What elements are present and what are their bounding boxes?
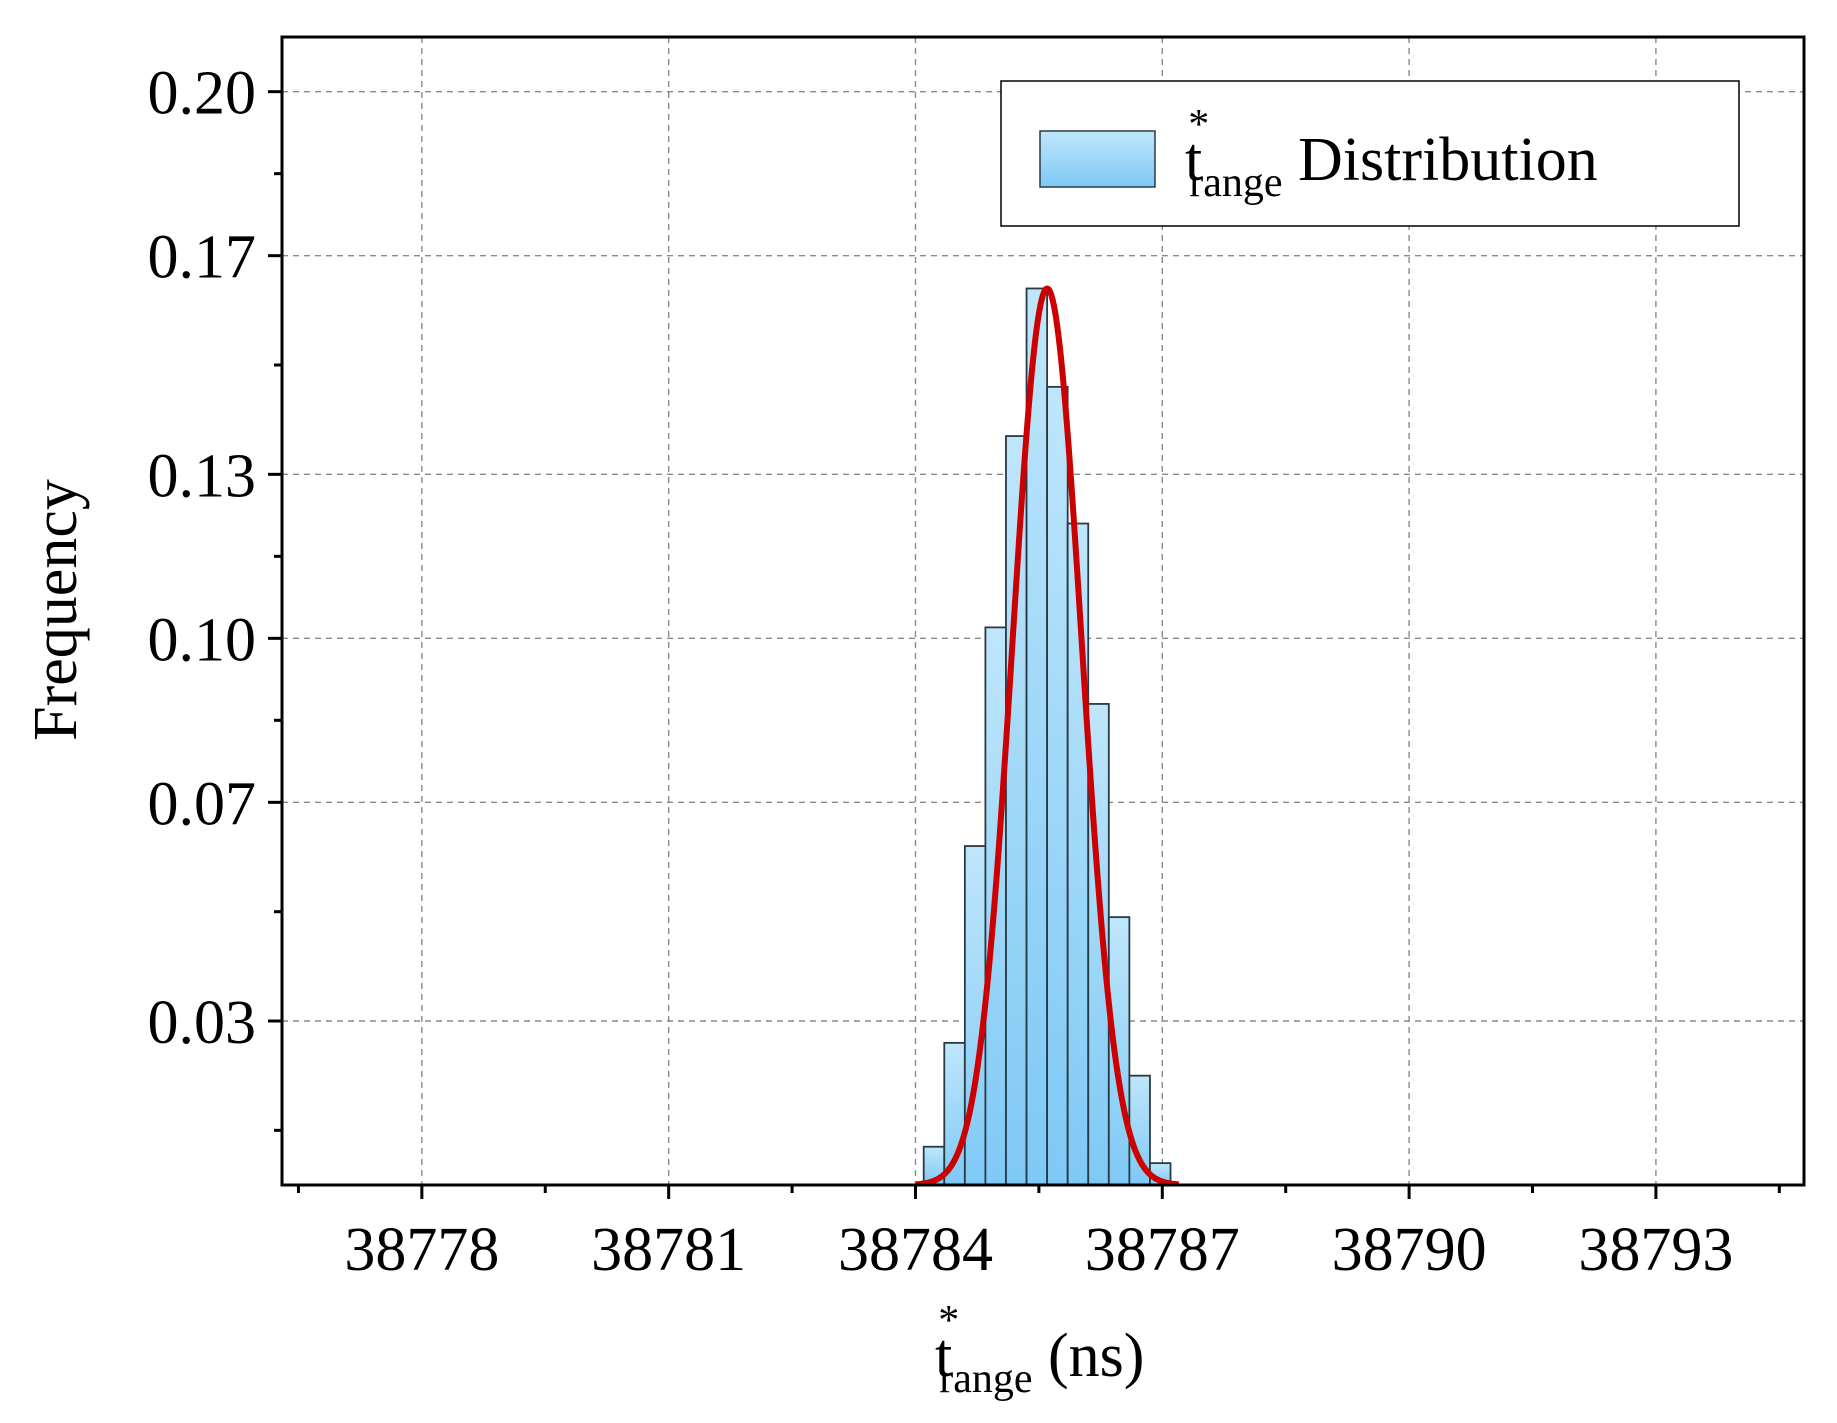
normal-fit-curve [913, 285, 1181, 1185]
legend-label-sub: range [1189, 160, 1282, 206]
y-axis-ticks: 0.03 0.07 0.10 0.13 0.17 0.20 [148, 60, 282, 1132]
legend: t* range Distribution [1000, 80, 1740, 227]
x-axis-title-sub: range [939, 1356, 1032, 1402]
x-tick-label-4: 38790 [1332, 1216, 1487, 1284]
histogram-bar-6 [1046, 385, 1069, 1185]
x-tick-label-1: 38781 [591, 1216, 746, 1284]
x-axis-title-base: t [935, 1322, 952, 1390]
y-axis-title: Frequency [22, 479, 90, 741]
legend-label: t* range Distribution [1185, 102, 1598, 206]
x-tick-label-0: 38778 [344, 1216, 499, 1284]
y-tick-label-1: 0.07 [148, 770, 257, 838]
y-tick-label-4: 0.17 [148, 224, 257, 292]
y-tick-label-2: 0.10 [148, 606, 257, 674]
legend-label-suffix: Distribution [1283, 126, 1598, 194]
x-axis-title-suffix: (ns) [1033, 1322, 1145, 1390]
legend-label-sup: * [1188, 102, 1209, 148]
y-tick-label-3: 0.13 [148, 442, 257, 510]
x-tick-label-5: 38793 [1578, 1216, 1733, 1284]
x-tick-label-2: 38784 [838, 1216, 993, 1284]
legend-label-base: t [1185, 126, 1202, 194]
x-tick-label-3: 38787 [1085, 1216, 1240, 1284]
x-axis-ticks: 38778 38781 38784 38787 38790 38793 [296, 1185, 1781, 1284]
legend-swatch [1039, 130, 1156, 188]
y-tick-label-5: 0.20 [148, 60, 257, 128]
x-axis-title: t* range (ns) [935, 1298, 1144, 1402]
fit-curve-group [913, 285, 1181, 1185]
plot-frame [280, 35, 1806, 1187]
y-tick-label-0: 0.03 [148, 989, 257, 1057]
x-axis-title-sup: * [938, 1298, 959, 1344]
